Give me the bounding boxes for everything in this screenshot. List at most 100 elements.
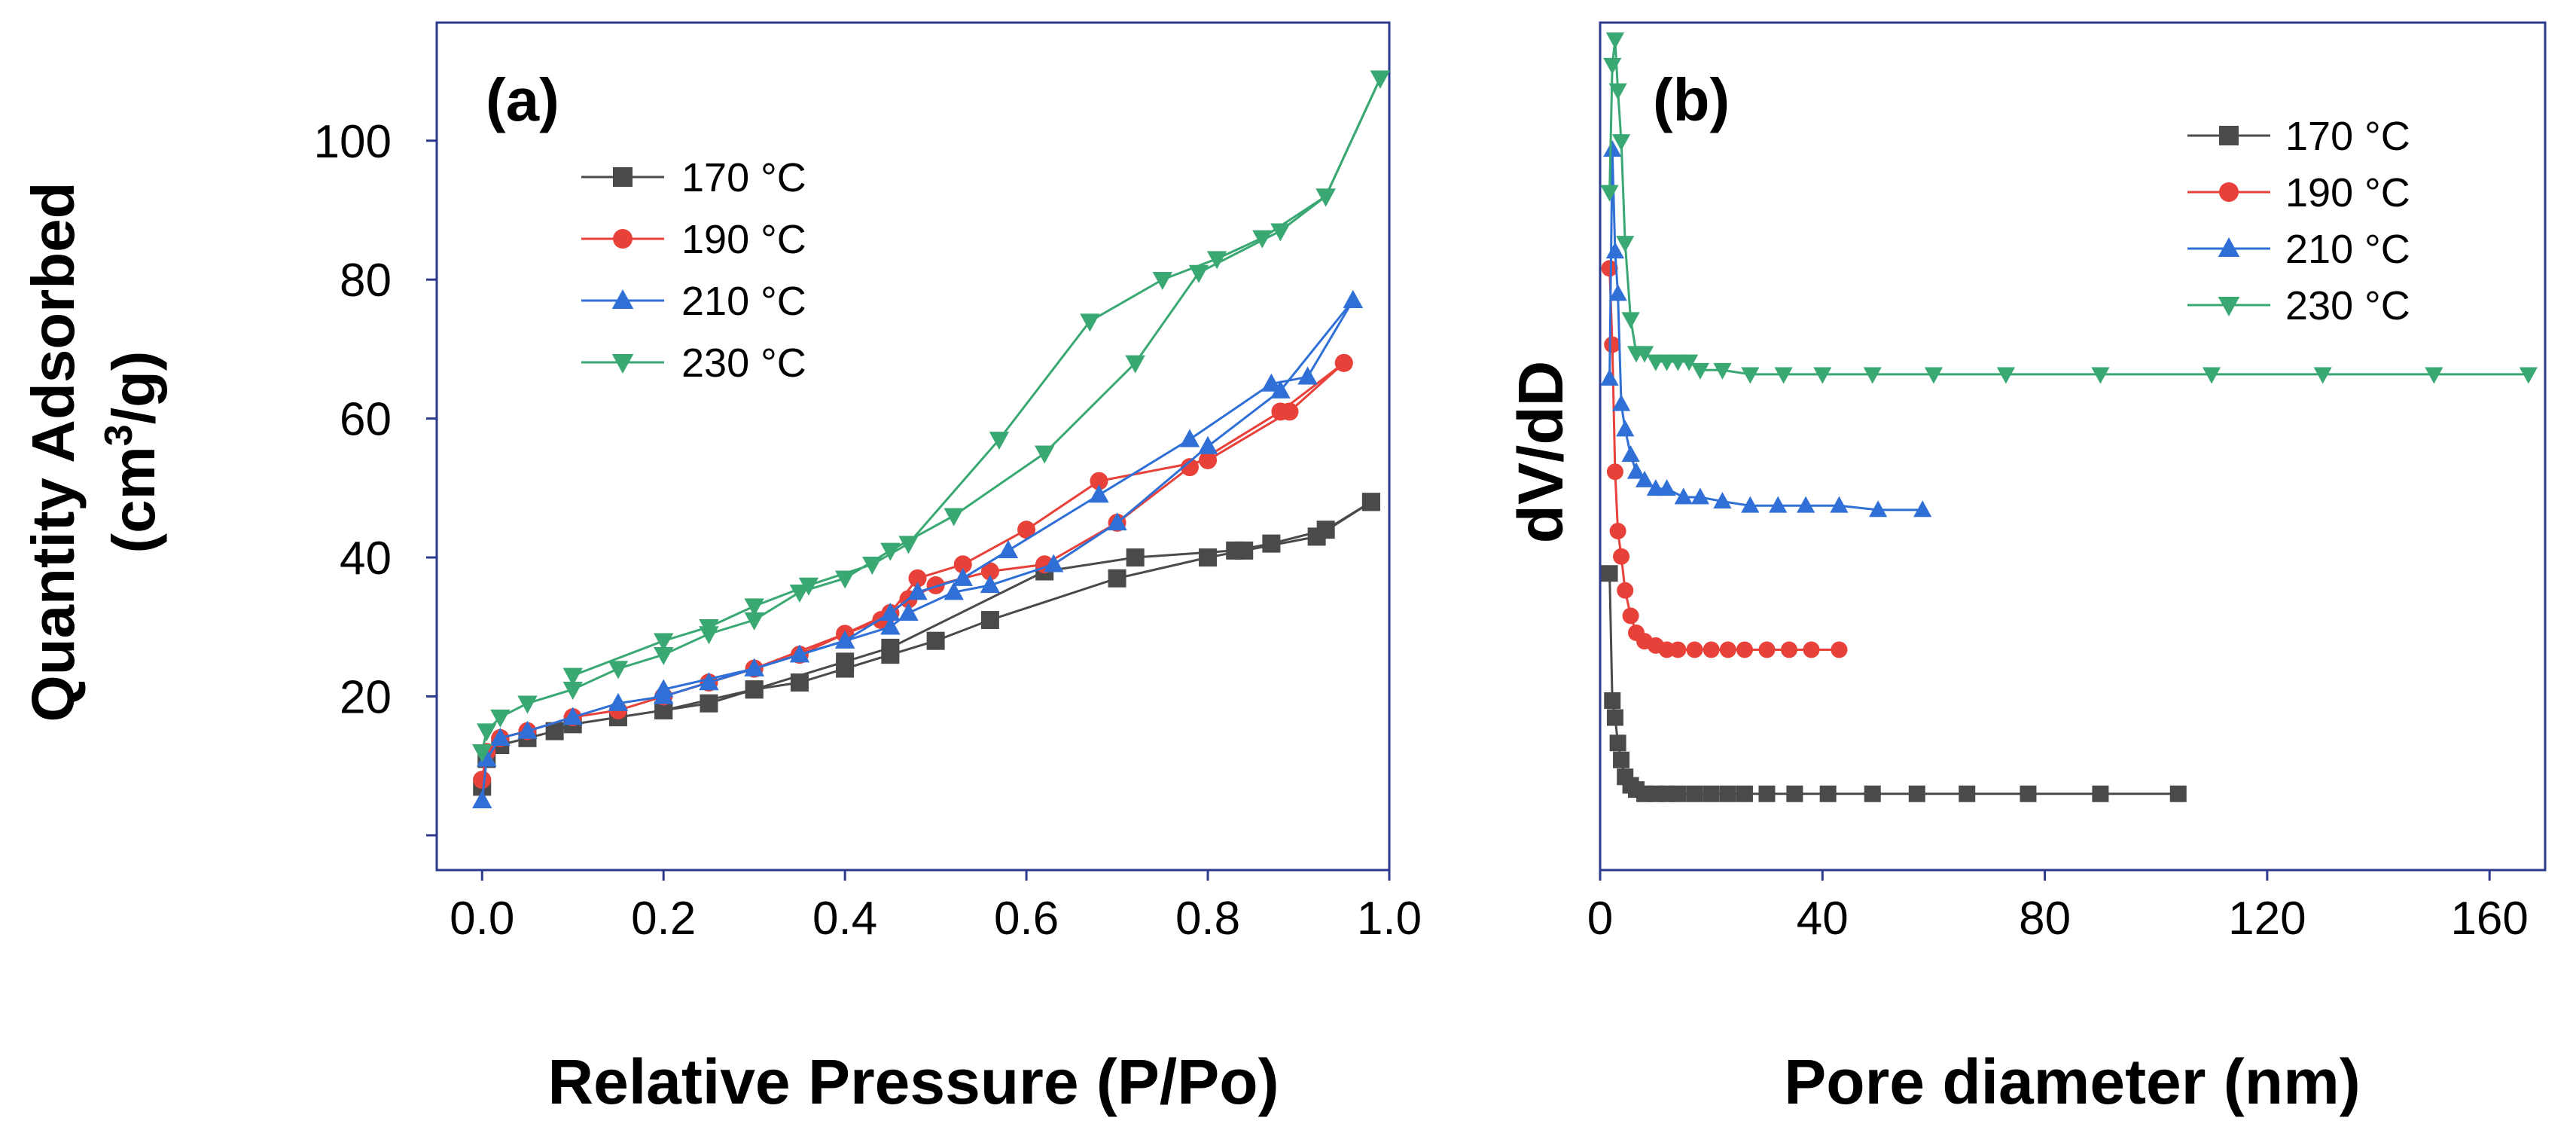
data-point xyxy=(834,630,855,649)
data-point xyxy=(1736,785,1753,802)
panel-label-b: (b) xyxy=(1653,66,1730,133)
data-point xyxy=(472,789,492,808)
data-point xyxy=(1863,367,1882,384)
legend-label: 230 °C xyxy=(681,340,806,386)
data-point xyxy=(998,540,1019,559)
series-line-desorption xyxy=(663,300,1355,691)
data-point xyxy=(1600,368,1619,386)
legend-entry: 170 °C xyxy=(2187,114,2410,159)
data-point xyxy=(562,707,583,725)
data-point xyxy=(1080,313,1100,332)
data-point xyxy=(1713,362,1732,380)
legend-label: 190 °C xyxy=(681,217,806,262)
data-point xyxy=(953,567,973,586)
data-point xyxy=(1261,373,1282,392)
x-tick-label: 40 xyxy=(1797,893,1849,945)
legend-marker xyxy=(611,353,634,374)
data-point xyxy=(1703,785,1720,802)
series-group-b xyxy=(1600,32,2538,802)
data-point xyxy=(1179,429,1200,447)
data-point xyxy=(1262,534,1281,553)
data-point xyxy=(898,603,919,621)
data-point xyxy=(562,682,583,701)
series-a-3 xyxy=(472,70,1391,763)
data-point xyxy=(1108,569,1126,588)
data-point xyxy=(1125,355,1145,374)
plot-frame-a xyxy=(435,21,1391,872)
data-point xyxy=(1206,251,1227,270)
data-point xyxy=(1830,496,1849,513)
data-point xyxy=(490,727,511,746)
panel-label-a: (a) xyxy=(486,66,559,133)
data-point xyxy=(2092,785,2109,802)
data-point xyxy=(1297,366,1318,385)
data-point xyxy=(908,569,927,588)
data-point xyxy=(1604,692,1621,709)
data-point xyxy=(699,619,719,638)
x-tick-label: 160 xyxy=(2450,893,2528,945)
data-point xyxy=(1669,785,1687,802)
data-point xyxy=(1604,336,1621,353)
y-axis-label-b: dV/dD xyxy=(1505,361,1576,544)
data-point xyxy=(944,582,964,600)
data-point xyxy=(653,679,674,698)
legend-label: 230 °C xyxy=(2285,283,2410,328)
data-point xyxy=(2425,367,2443,384)
series-b-3 xyxy=(1600,32,2538,384)
data-point xyxy=(989,432,1010,450)
data-point xyxy=(1719,785,1736,802)
x-tick-label: 0.0 xyxy=(450,893,514,945)
series-b-1 xyxy=(1601,260,1848,658)
data-point xyxy=(1126,548,1145,567)
data-point xyxy=(1199,450,1218,469)
legend-entry: 230 °C xyxy=(2187,283,2410,328)
legend-marker xyxy=(613,229,633,249)
y-tick-label: 100 xyxy=(314,116,392,168)
data-point xyxy=(608,692,629,711)
data-point xyxy=(1686,785,1703,802)
x-tick-label: 0.8 xyxy=(1175,893,1240,945)
data-point xyxy=(490,709,511,728)
data-point xyxy=(1316,521,1335,539)
data-point xyxy=(1996,367,2016,384)
x-tick-label: 0.4 xyxy=(812,893,877,945)
data-point xyxy=(1913,500,1932,518)
data-point xyxy=(744,658,764,676)
legend-marker xyxy=(2219,126,2239,145)
series-line xyxy=(1608,573,2178,795)
data-point xyxy=(789,584,810,603)
x-axis-b: 0 40 80 120 160 xyxy=(1587,870,2529,945)
data-point xyxy=(653,646,674,665)
legend-entry: 230 °C xyxy=(581,340,806,386)
data-point xyxy=(1252,230,1273,249)
legend-marker xyxy=(613,167,633,187)
plot-frame-b xyxy=(1599,21,2547,872)
data-point xyxy=(1605,32,1625,50)
data-point xyxy=(472,744,492,763)
y-tick-label: 60 xyxy=(340,394,392,446)
data-point xyxy=(653,633,674,652)
data-point xyxy=(1626,462,1646,479)
data-point xyxy=(1635,470,1654,487)
data-point xyxy=(980,575,1001,594)
data-point xyxy=(1270,223,1291,242)
y-tick-label: 40 xyxy=(340,533,392,585)
data-point xyxy=(1613,751,1630,768)
y-label-unit-sup: 3 xyxy=(97,424,141,446)
data-point xyxy=(700,694,718,713)
data-point xyxy=(517,720,538,739)
data-point xyxy=(1713,491,1732,508)
data-point xyxy=(880,603,901,621)
data-point xyxy=(1617,582,1634,599)
data-point xyxy=(1959,785,1976,802)
y-axis-a: 20 40 60 80 100 xyxy=(314,116,437,837)
data-point xyxy=(1774,367,1793,384)
data-point xyxy=(2519,367,2538,384)
data-point xyxy=(1606,463,1623,481)
x-tick-label: 120 xyxy=(2228,893,2306,945)
legend-label: 210 °C xyxy=(2285,227,2410,272)
data-point xyxy=(2202,367,2221,384)
data-point xyxy=(1090,472,1108,490)
data-point xyxy=(1608,83,1627,100)
data-point xyxy=(1736,641,1753,658)
